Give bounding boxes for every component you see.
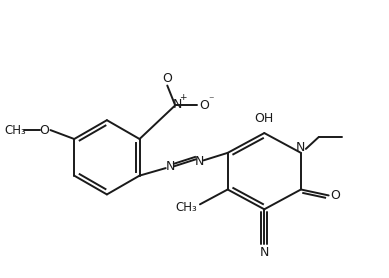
Text: N: N [172,98,182,111]
Text: N: N [296,142,306,154]
Text: N: N [259,246,269,259]
Text: ⁻: ⁻ [208,95,214,105]
Text: N: N [195,155,204,168]
Text: OH: OH [255,112,274,125]
Text: CH₃: CH₃ [4,124,26,136]
Text: O: O [199,99,209,112]
Text: O: O [40,124,49,136]
Text: O: O [331,189,340,202]
Text: +: + [179,93,187,102]
Text: O: O [162,72,172,85]
Text: CH₃: CH₃ [175,201,197,214]
Text: N: N [166,160,175,173]
